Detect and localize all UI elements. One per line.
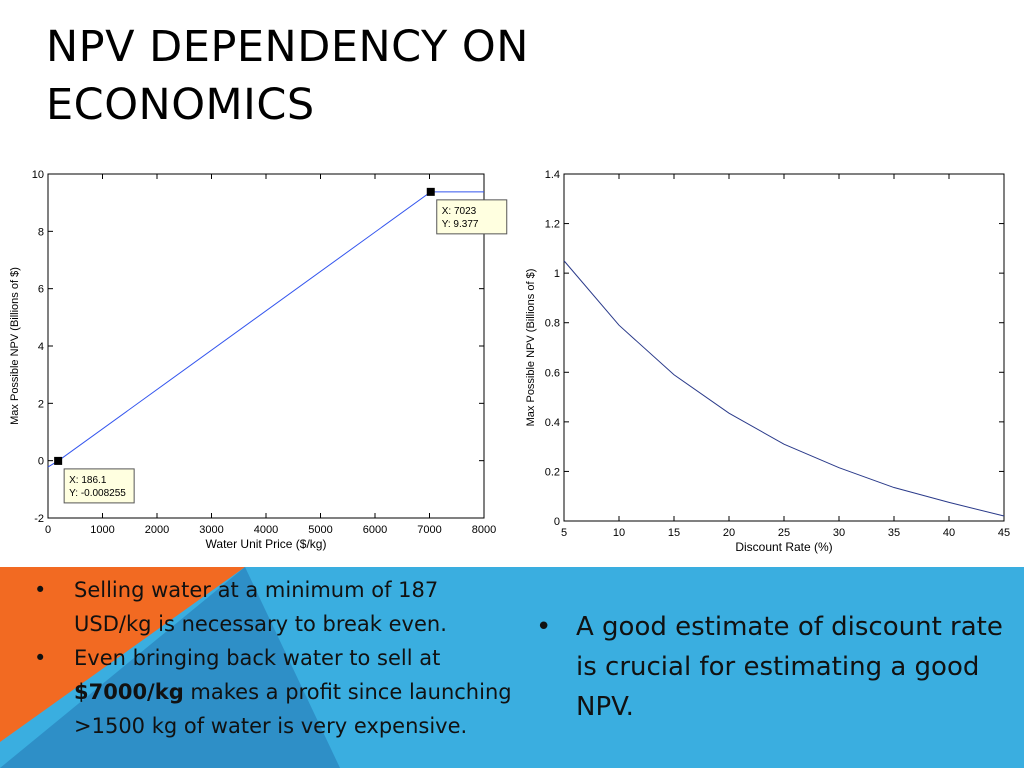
slide-title-line-2: ECONOMICS — [46, 80, 315, 130]
series-line — [47, 191, 484, 468]
right-bullet-list: A good estimate of discount rate is cruc… — [536, 607, 1016, 727]
plot-area — [563, 173, 1005, 522]
series-line — [563, 260, 1005, 517]
bullet-panel: Selling water at a minimum of 187 USD/kg… — [0, 567, 1024, 768]
datatip-x: X: 7023 — [442, 206, 477, 217]
y-tick-label: 0 — [554, 516, 560, 528]
y-axis-label: Max Possible NPV (Billions of $) — [525, 269, 537, 427]
x-tick-label: 2000 — [145, 524, 169, 536]
bullet-text-start: Even bringing back water to sell at — [74, 646, 441, 670]
y-tick-label: 8 — [38, 226, 44, 238]
y-tick-label: 0 — [38, 456, 44, 468]
x-tick-label: 45 — [998, 527, 1010, 539]
bullet-text-end: makes a profit since launching >1500 kg … — [74, 680, 512, 738]
datatip-y: Y: -0.008255 — [69, 488, 126, 499]
npv-vs-discount-rate-plot: 5 10 15 20 25 30 35 40 45 0 0.2 0.4 0.6 0.8 1 1.2 1.4 Dis… — [525, 169, 1010, 554]
bullet-bold-price: $7000/kg — [74, 680, 184, 704]
x-tick-label: 40 — [943, 527, 955, 539]
y-axis-label: Max Possible NPV (Billions of $) — [9, 267, 21, 425]
slide-title-line-1: NPV DEPENDENCY ON — [46, 22, 529, 72]
x-tick-label: 10 — [613, 527, 625, 539]
x-tick-label: 4000 — [254, 524, 278, 536]
x-tick-label: 1000 — [90, 524, 114, 536]
y-tick-label: 0.4 — [545, 417, 560, 429]
datatip-marker — [426, 187, 435, 196]
datatip-x: X: 186.1 — [69, 475, 107, 486]
x-tick-label: 5 — [561, 527, 567, 539]
left-bullet-list: Selling water at a minimum of 187 USD/kg… — [34, 573, 512, 743]
x-tick-label: 6000 — [363, 524, 387, 536]
y-tick-label: 6 — [38, 284, 44, 296]
x-tick-label: 3000 — [199, 524, 223, 536]
x-tick-label: 25 — [778, 527, 790, 539]
y-tick-label: 0.6 — [545, 367, 560, 379]
datatip-box — [436, 199, 508, 235]
x-axis-label: Discount Rate (%) — [735, 540, 832, 554]
x-axis-label: Water Unit Price ($/kg) — [206, 537, 327, 551]
x-tick-label: 30 — [833, 527, 845, 539]
x-tick-label: 8000 — [472, 524, 496, 536]
x-tick-label: 15 — [668, 527, 680, 539]
x-tick-label: 20 — [723, 527, 735, 539]
bullet-break-even: Selling water at a minimum of 187 USD/kg… — [34, 573, 512, 641]
y-tick-label: 10 — [32, 169, 44, 181]
x-tick-label: 0 — [45, 524, 51, 536]
y-tick-label: 1 — [554, 268, 560, 280]
plot-area — [47, 173, 485, 519]
x-tick-label: 7000 — [417, 524, 441, 536]
y-tick-label: 1.4 — [545, 169, 560, 181]
bullet-text: Selling water at a minimum of 187 USD/kg… — [74, 578, 447, 636]
y-tick-label: -2 — [34, 513, 44, 525]
npv-vs-water-price-chart: 0 1000 2000 3000 4000 5000 6000 7000 8000 -2 0 2 4 6 8… — [0, 162, 514, 567]
y-tick-label: 0.8 — [545, 318, 560, 330]
datatip-y: Y: 9.377 — [442, 219, 479, 230]
x-tick-label: 5000 — [308, 524, 332, 536]
y-tick-label: 0.2 — [545, 466, 560, 478]
y-tick-label: 2 — [38, 398, 44, 410]
y-tick-label: 4 — [38, 341, 44, 353]
datatip-box — [63, 468, 135, 504]
bullet-text: A good estimate of discount rate is cruc… — [576, 612, 1003, 722]
bullet-discount-rate: A good estimate of discount rate is cruc… — [536, 607, 1016, 727]
y-tick-label: 1.2 — [545, 219, 560, 231]
datatip-marker — [54, 456, 63, 465]
slide-title: NPV DEPENDENCY ON ECONOMICS — [46, 18, 746, 134]
bullet-sell-price: Even bringing back water to sell at $700… — [34, 641, 512, 743]
x-tick-label: 35 — [888, 527, 900, 539]
npv-vs-discount-rate-chart: 5 10 15 20 25 30 35 40 45 0 0.2 0.4 0.6 0.8 1 1.2 1.4 Dis… — [514, 162, 1024, 567]
npv-vs-water-price-plot: 0 1000 2000 3000 4000 5000 6000 7000 8000-202468… — [9, 169, 508, 551]
